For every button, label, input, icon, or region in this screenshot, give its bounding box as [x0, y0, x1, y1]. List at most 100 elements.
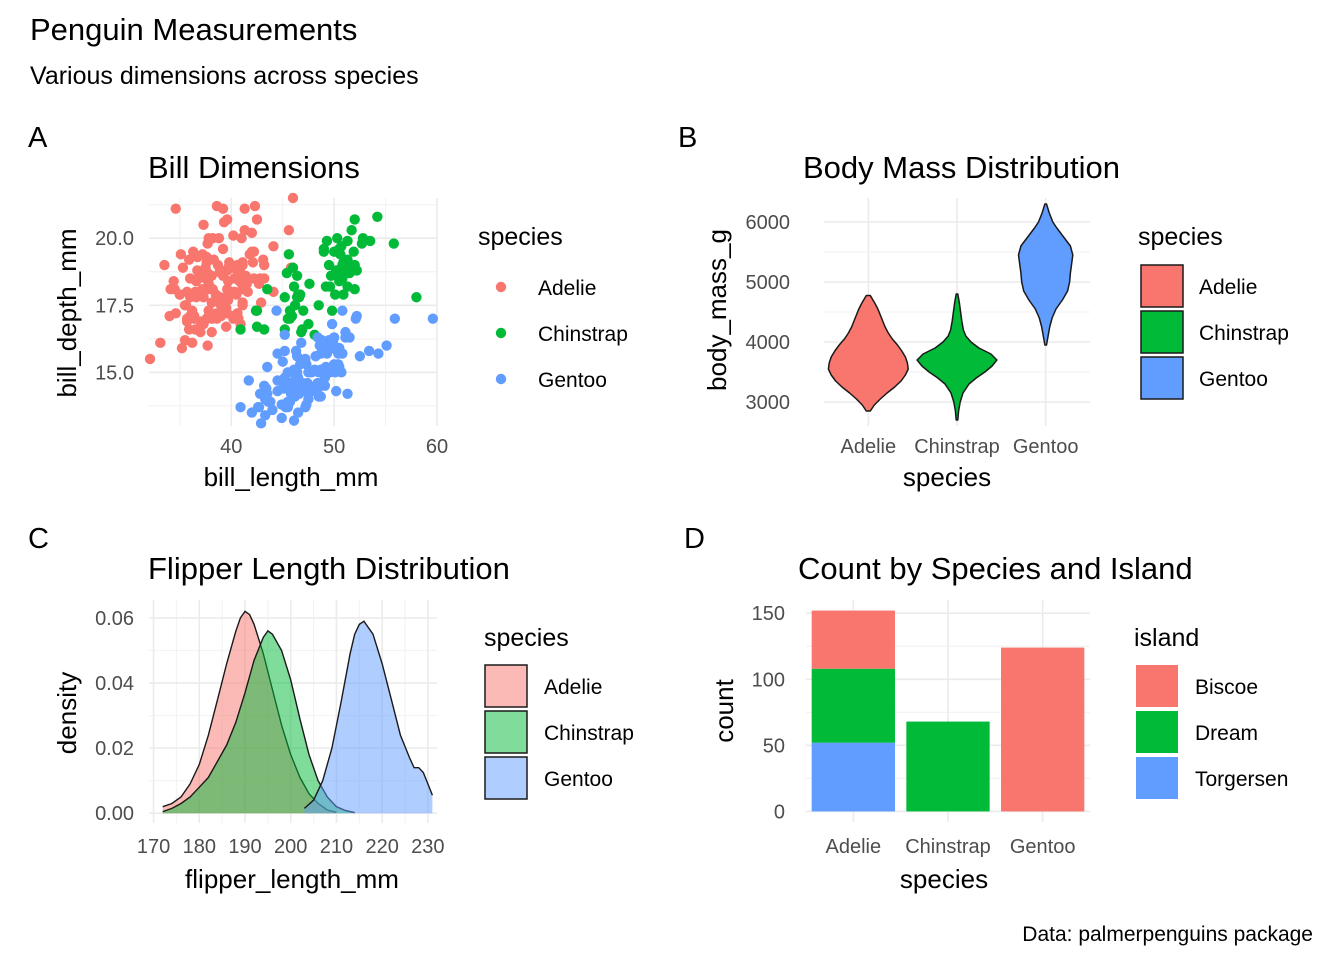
point-gentoo: [243, 375, 254, 386]
panel-d-tag: D: [684, 523, 705, 555]
point-gentoo: [334, 361, 345, 373]
point-adelie: [241, 273, 252, 284]
point-chinstrap: [332, 233, 343, 244]
panel-c-plot: [162, 610, 434, 814]
point-gentoo: [312, 383, 323, 394]
y-tick-label: 17.5: [95, 295, 134, 317]
point-adelie: [237, 300, 248, 311]
point-chinstrap: [336, 241, 347, 252]
panel-b-legend-title: species: [1138, 223, 1223, 251]
point-gentoo: [296, 385, 307, 397]
point-adelie: [198, 318, 209, 330]
panel-c-tag: C: [28, 523, 49, 555]
x-tick-label: Chinstrap: [914, 436, 1000, 458]
point-adelie: [168, 275, 179, 287]
point-adelie: [232, 259, 243, 271]
panel-b: B Body Mass Distribution 3000 4000 5000 600…: [678, 122, 1289, 492]
point-chinstrap: [291, 270, 303, 281]
panel-b-x-label: species: [903, 462, 991, 492]
density-line-gentoo: [303, 620, 434, 809]
bar-adelie-dream: [811, 668, 895, 743]
legend-label-chinstrap: Chinstrap: [1199, 322, 1289, 345]
y-tick-label: 15.0: [95, 362, 134, 384]
point-gentoo: [342, 388, 353, 400]
point-chinstrap: [372, 211, 383, 222]
point-gentoo: [260, 410, 271, 421]
point-gentoo: [272, 348, 283, 359]
x-tick-label: Chinstrap: [905, 836, 991, 858]
point-chinstrap: [338, 289, 349, 300]
point-gentoo: [277, 356, 288, 367]
panel-a-ticks: 40 50 60 15.0 17.5 20.0: [95, 228, 448, 458]
legend-marker-adelie: [495, 281, 507, 293]
point-gentoo: [291, 351, 303, 362]
point-chinstrap: [348, 246, 359, 257]
density-area-chinstrap: [162, 630, 355, 814]
panel-b-ticks: 3000 4000 5000 6000 Adelie Chinstrap Gentoo: [746, 212, 1079, 458]
point-chinstrap: [364, 235, 376, 247]
x-tick-label: 170: [137, 836, 170, 858]
x-tick-label: 230: [411, 836, 444, 858]
panel-b-legend: species Adelie Chinstrap Gentoo: [1138, 223, 1289, 400]
y-tick-label: 4000: [746, 332, 791, 354]
point-gentoo: [282, 380, 294, 391]
point-gentoo: [319, 367, 331, 378]
point-adelie: [206, 326, 217, 338]
point-chinstrap: [318, 243, 330, 255]
point-chinstrap: [304, 278, 315, 290]
point-adelie: [197, 249, 208, 260]
point-adelie: [184, 292, 196, 303]
panel-a-plot: [144, 192, 439, 429]
point-adelie: [177, 262, 189, 273]
point-gentoo: [297, 377, 308, 389]
legend-swatch-biscoe: [1136, 665, 1178, 707]
panel-a-legend-title: species: [478, 223, 563, 251]
point-chinstrap: [331, 267, 342, 279]
legend-label-adelie: Adelie: [1199, 276, 1257, 299]
panel-c-legend-title: species: [484, 624, 569, 652]
point-adelie: [203, 284, 214, 295]
point-chinstrap: [284, 313, 296, 324]
y-tick-label: 0.00: [95, 803, 134, 825]
y-tick-label: 5000: [746, 272, 791, 294]
point-adelie: [164, 310, 175, 322]
point-adelie: [223, 289, 234, 300]
bar-chinstrap-dream: [906, 721, 990, 812]
point-adelie: [203, 305, 214, 316]
point-gentoo: [316, 334, 327, 346]
point-adelie: [155, 337, 166, 349]
point-adelie: [174, 289, 186, 300]
point-gentoo: [261, 383, 272, 394]
point-adelie: [210, 289, 222, 300]
point-gentoo: [344, 332, 355, 343]
point-adelie: [191, 275, 202, 287]
point-adelie: [195, 326, 206, 338]
y-tick-label: 150: [752, 603, 785, 625]
point-gentoo: [373, 348, 384, 359]
point-chinstrap: [279, 292, 290, 303]
x-tick-label: Adelie: [841, 436, 897, 458]
point-chinstrap: [329, 289, 341, 300]
x-tick-label: Adelie: [826, 836, 882, 858]
legend-label-chinstrap: Chinstrap: [544, 722, 634, 745]
y-tick-label: 3000: [746, 392, 791, 414]
y-tick-label: 0: [774, 801, 785, 823]
point-gentoo: [327, 337, 339, 349]
y-tick-label: 0.04: [95, 673, 134, 695]
panel-d-legend-title: island: [1134, 624, 1199, 652]
point-chinstrap: [288, 281, 300, 292]
panel-c-y-label: density: [52, 672, 82, 754]
legend-swatch-gentoo: [1140, 356, 1184, 400]
point-chinstrap: [284, 305, 296, 316]
point-chinstrap: [411, 292, 422, 303]
point-adelie: [233, 313, 244, 324]
panel-b-title: Body Mass Distribution: [803, 150, 1120, 185]
legend-marker-gentoo: [495, 373, 507, 385]
x-tick-label: 220: [365, 836, 398, 858]
point-adelie: [184, 310, 196, 322]
panel-b-y-label: body_mass_g: [702, 229, 732, 391]
point-adelie: [251, 214, 263, 225]
x-tick-label: Gentoo: [1010, 836, 1076, 858]
point-adelie: [176, 343, 188, 354]
